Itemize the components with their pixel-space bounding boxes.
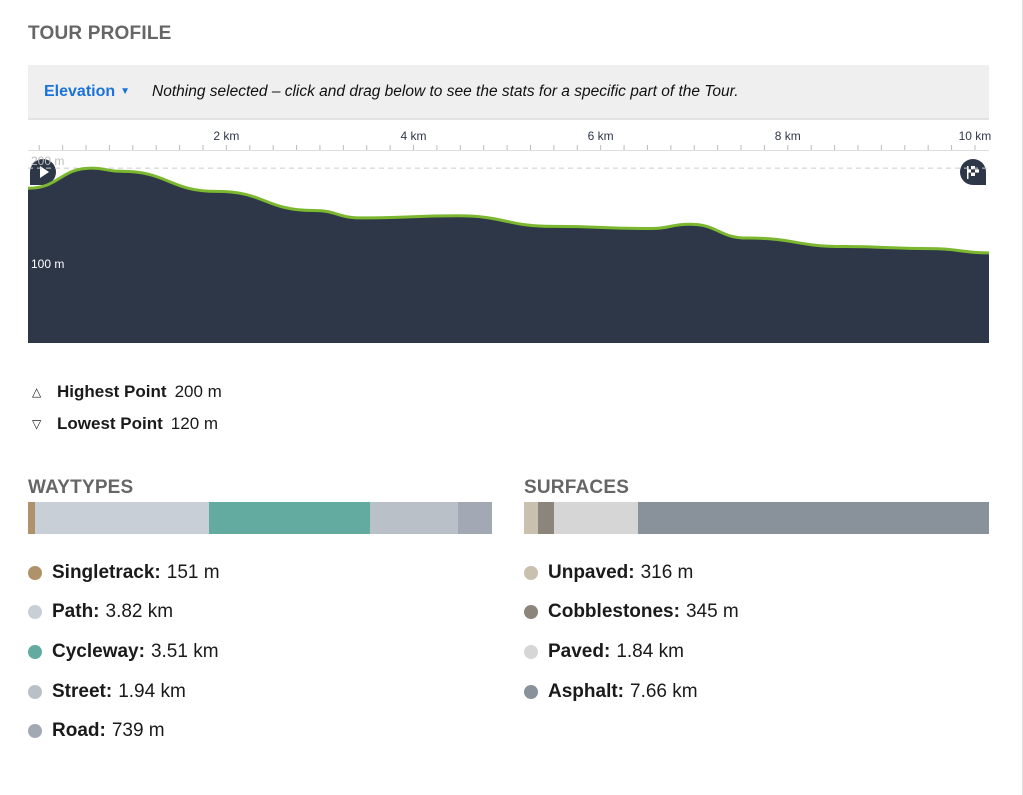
legend-value: 7.66 km	[630, 680, 698, 702]
surfaces-bar[interactable]	[524, 502, 989, 534]
color-dot-icon	[524, 684, 538, 699]
lowest-value: 120 m	[170, 414, 219, 433]
x-tick-label: 4 km	[401, 129, 427, 143]
profile-toolbar: Elevation ▼ Nothing selected – click and …	[28, 65, 989, 120]
legend-value: 1.84 km	[616, 640, 684, 662]
caret-down-icon: ▼	[120, 85, 131, 97]
waytypes-legend-item[interactable]: Road: 739 m	[28, 711, 220, 751]
color-dot-icon	[28, 565, 42, 580]
finish-flag-icon	[960, 159, 986, 185]
color-dot-icon	[28, 684, 42, 699]
color-dot-icon	[524, 605, 538, 620]
triangle-up-icon: △	[32, 385, 42, 399]
legend-label: Road:	[52, 720, 106, 742]
legend-value: 3.51 km	[150, 640, 219, 662]
y-axis-label: 100 m	[31, 257, 64, 271]
surfaces-legend-item[interactable]: Paved: 1.84 km	[524, 632, 739, 672]
waytypes-legend-item[interactable]: Street: 1.94 km	[28, 672, 220, 712]
triangle-down-icon: ▽	[32, 417, 42, 431]
x-tick-label: 8 km	[775, 129, 801, 143]
surfaces-legend: Unpaved: 316 m Cobblestones: 345 m Paved: 1.8…	[524, 553, 739, 711]
surfaces-legend-item[interactable]: Asphalt: 7.66 km	[524, 672, 739, 712]
surfaces-segment[interactable]	[554, 502, 639, 534]
section-title: TOUR PROFILE	[28, 23, 172, 44]
waytypes-segment[interactable]	[209, 502, 370, 534]
highest-value: 200 m	[174, 382, 222, 401]
color-dot-icon	[28, 644, 42, 659]
x-tick-label: 6 km	[588, 129, 614, 143]
waytypes-bar[interactable]	[28, 502, 492, 534]
waytypes-legend-item[interactable]: Singletrack: 151 m	[28, 553, 220, 593]
elevation-chart[interactable]: 2 km 4 km 6 km 8 km 10 km 200 m 100 m	[0, 120, 1023, 350]
color-dot-icon	[28, 724, 42, 739]
color-dot-icon	[524, 565, 538, 580]
surfaces-title: SURFACES	[524, 477, 630, 498]
elevation-line	[27, 166, 990, 255]
surfaces-segment[interactable]	[538, 502, 555, 534]
waytypes-title: WAYTYPES	[28, 477, 134, 498]
legend-value: 345 m	[685, 601, 739, 623]
legend-label: Paved:	[548, 640, 611, 662]
start-marker-icon	[30, 159, 56, 185]
legend-label: Singletrack:	[52, 561, 161, 583]
legend-label: Asphalt:	[548, 680, 624, 702]
waytypes-segment[interactable]	[34, 502, 210, 534]
surfaces-segment[interactable]	[524, 502, 539, 534]
legend-label: Street:	[52, 680, 113, 702]
highest-point-stat: △ Highest Point 200 m	[32, 382, 222, 402]
legend-label: Cobblestones:	[548, 601, 680, 623]
legend-label: Unpaved:	[548, 561, 635, 583]
elevation-area	[28, 168, 989, 343]
x-tick-label: 2 km	[213, 129, 239, 143]
legend-label: Cycleway:	[52, 640, 145, 662]
elevation-dropdown[interactable]: Elevation ▼	[44, 83, 130, 101]
surfaces-legend-item[interactable]: Cobblestones: 345 m	[524, 593, 739, 633]
x-tick-label: 10 km	[959, 129, 992, 143]
surfaces-segment[interactable]	[638, 502, 989, 534]
lowest-point-stat: ▽ Lowest Point 120 m	[32, 414, 218, 434]
waytypes-segment[interactable]	[458, 502, 492, 534]
selection-hint: Nothing selected – click and drag below …	[152, 82, 739, 100]
lowest-label: Lowest Point	[57, 414, 163, 433]
waytypes-legend-item[interactable]: Path: 3.82 km	[28, 593, 220, 633]
elevation-dropdown-label: Elevation	[44, 82, 116, 100]
waytypes-segment[interactable]	[369, 502, 459, 534]
waytypes-legend-item[interactable]: Cycleway: 3.51 km	[28, 632, 220, 672]
legend-value: 151 m	[166, 561, 220, 583]
legend-value: 3.82 km	[105, 601, 174, 623]
legend-value: 739 m	[111, 720, 165, 742]
legend-value: 1.94 km	[118, 680, 186, 702]
waytypes-legend: Singletrack: 151 m Path: 3.82 km Cycleway: 3.…	[28, 553, 220, 751]
legend-label: Path:	[52, 601, 100, 623]
highest-label: Highest Point	[57, 382, 167, 401]
y-axis-label: 200 m	[31, 154, 64, 168]
color-dot-icon	[524, 644, 538, 659]
surfaces-legend-item[interactable]: Unpaved: 316 m	[524, 553, 739, 593]
color-dot-icon	[28, 605, 42, 620]
legend-value: 316 m	[640, 561, 694, 583]
waytypes-segment[interactable]	[28, 502, 35, 534]
